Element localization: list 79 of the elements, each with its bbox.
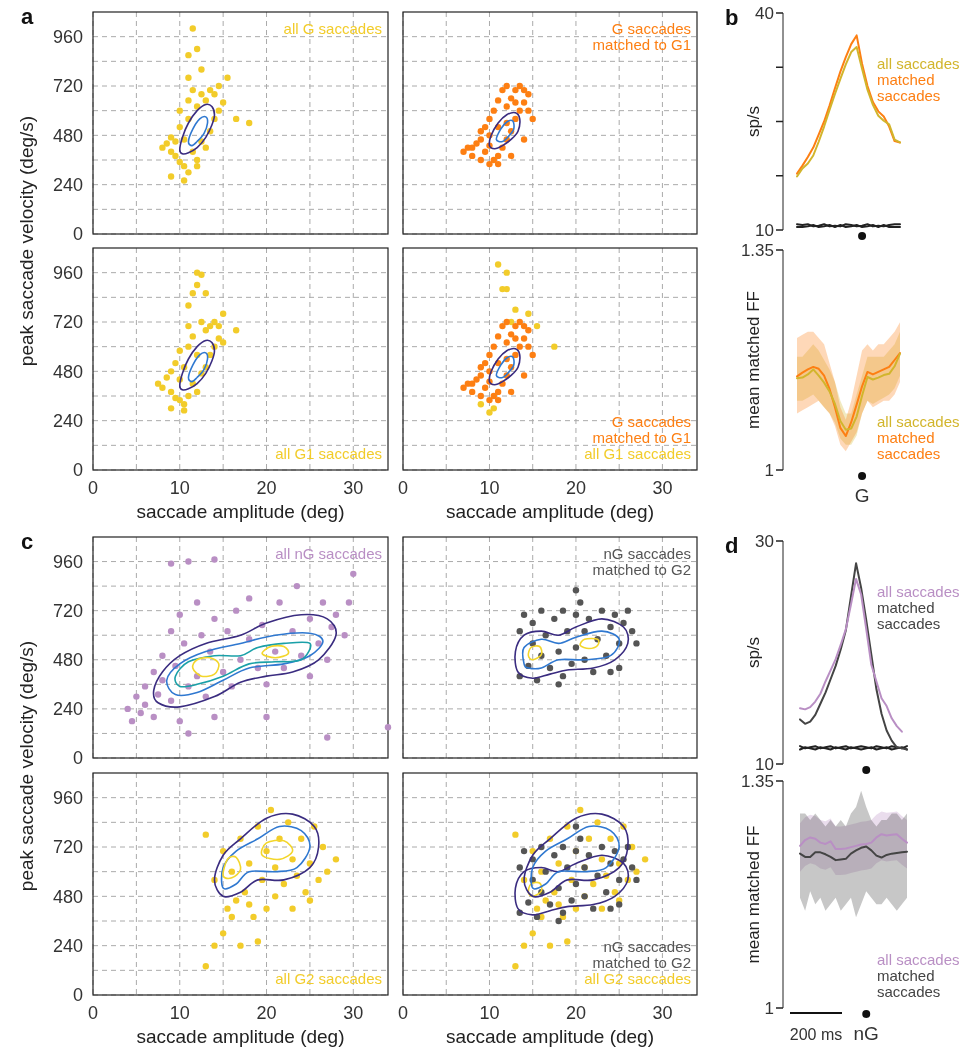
text: all G1 saccades — [275, 444, 382, 462]
y-axis-title: sp/s — [744, 105, 763, 138]
y-tick-label: 1.35 — [740, 240, 774, 260]
x-tick-label: 20 — [256, 1003, 277, 1023]
series-label: matched saccades — [877, 599, 941, 632]
x-tick-label: 0 — [397, 1003, 409, 1023]
series-label: all saccades — [877, 583, 960, 600]
y-tick-label: 480 — [52, 361, 83, 382]
x-tick-label: 30 — [652, 1003, 673, 1023]
y-tick-label: 960 — [52, 262, 83, 283]
series-label: nG saccades matched to G2 — [592, 937, 691, 971]
x-tick-label: 0 — [87, 478, 99, 498]
y-axis-title: mean matched FF — [744, 825, 763, 964]
x-tick-label: 30 — [343, 478, 364, 498]
x-tick-label: 20 — [565, 1003, 586, 1023]
text: G saccades matched to G1 — [592, 20, 691, 53]
y-tick-label: 0 — [72, 224, 83, 245]
y-tick-label: 720 — [52, 600, 83, 621]
y-tick-label: 1 — [764, 460, 774, 480]
y-axis-title: peak saccade velocity (deg/s) — [16, 640, 37, 892]
series-label: matched saccades — [877, 428, 941, 462]
y-axis-title: mean matched FF — [744, 291, 763, 429]
y-tick-label: 720 — [52, 76, 83, 97]
x-tick-label: 0 — [397, 478, 409, 498]
y-tick-label: 30 — [755, 531, 774, 551]
series-label: all nG saccades — [275, 545, 382, 562]
y-axis-title: sp/s — [744, 636, 763, 669]
y-tick-label: 240 — [52, 410, 83, 431]
chart-title: d — [725, 533, 739, 558]
x-tick-label: 10 — [169, 1003, 190, 1023]
x-axis-title: saccade amplitude (deg) — [136, 1026, 345, 1047]
series-label: all G2 saccades — [584, 969, 691, 987]
chart-title: a — [21, 4, 34, 29]
y-tick-label: 960 — [52, 787, 83, 808]
text: all G saccades — [283, 20, 382, 37]
x-tick-label: 10 — [169, 478, 190, 498]
y-tick-label: 1 — [764, 998, 774, 1018]
y-tick-label: 960 — [52, 551, 83, 572]
y-tick-label: 480 — [52, 125, 83, 146]
y-tick-label: 10 — [755, 754, 774, 774]
x-tick-label: 0 — [87, 1003, 99, 1023]
x-tick-label: 10 — [479, 1003, 500, 1023]
y-tick-label: 720 — [52, 837, 83, 858]
series-label: nG saccades matched to G2 — [592, 545, 691, 578]
y-tick-label: 1.35 — [740, 771, 774, 791]
x-axis-title: saccade amplitude (deg) — [136, 501, 345, 522]
x-axis-title: saccade amplitude (deg) — [445, 1026, 655, 1047]
series-label: matched saccades — [877, 71, 941, 104]
series-label: all saccades — [877, 412, 960, 430]
y-tick-label: 0 — [72, 985, 83, 1006]
x-tick-label: 10 — [479, 478, 500, 498]
y-tick-label: 0 — [72, 748, 83, 769]
y-tick-label: 240 — [52, 174, 83, 195]
text: G — [854, 485, 870, 506]
y-tick-label: 480 — [52, 886, 83, 907]
x-tick-label: 20 — [256, 478, 277, 498]
x-tick-label: 30 — [652, 478, 673, 498]
y-tick-label: 960 — [52, 26, 83, 47]
text: matched saccades — [877, 966, 941, 1000]
y-tick-label: 10 — [755, 220, 774, 240]
y-tick-label: 240 — [52, 935, 83, 956]
text: nG — [853, 1023, 879, 1044]
x-axis-title: 200 ms — [789, 1026, 843, 1043]
y-tick-label: 0 — [72, 460, 83, 481]
x-tick-label: 20 — [565, 478, 586, 498]
text: all G2 saccades — [275, 969, 382, 987]
series-label: all saccades — [877, 55, 960, 72]
chart-title: b — [725, 5, 739, 30]
text: all saccades — [877, 950, 960, 968]
text: all G1 saccades — [584, 444, 691, 462]
x-axis-title: saccade amplitude (deg) — [445, 501, 655, 522]
y-tick-label: 240 — [52, 699, 83, 720]
y-axis-title: peak saccade velocity (deg/s) — [16, 115, 37, 367]
y-tick-label: 720 — [52, 312, 83, 333]
y-tick-label: 480 — [52, 650, 83, 671]
text: G saccades matched to G1 — [592, 412, 691, 446]
chart-title: c — [21, 529, 34, 554]
y-tick-label: 40 — [755, 3, 774, 23]
x-tick-label: 30 — [343, 1003, 364, 1023]
